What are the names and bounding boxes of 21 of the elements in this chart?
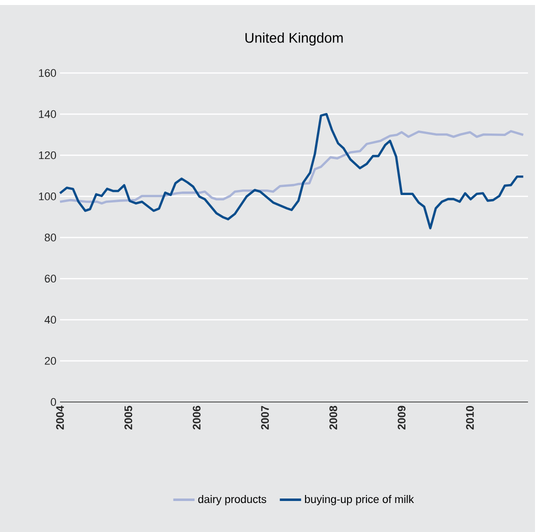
y-tick-label: 60 — [44, 274, 56, 283]
x-tick-label: 2007 — [261, 406, 269, 430]
x-tick-label: 2006 — [192, 406, 201, 430]
y-tick-label: 20 — [44, 357, 56, 365]
line-series — [58, 130, 524, 205]
x-tick-label: 2009 — [398, 406, 406, 430]
legend-label: buying-up price of milk — [305, 495, 414, 506]
x-tick-label: 2010 — [466, 406, 474, 430]
y-tick-label: 40 — [44, 316, 56, 324]
line-series — [58, 112, 524, 230]
y-tick-label: 80 — [44, 234, 56, 242]
legend-label: dairy products — [198, 495, 266, 506]
chart-title: United Kingdom — [245, 32, 343, 46]
y-tick-label: 160 — [39, 69, 56, 77]
y-tick-label: 100 — [39, 192, 56, 200]
x-tick-label: 2008 — [329, 406, 338, 430]
x-tick-label: 2004 — [56, 406, 64, 430]
y-tick-label: 140 — [39, 110, 56, 118]
y-tick-label: 120 — [39, 151, 56, 160]
y-tick-label: 0 — [50, 398, 56, 406]
x-tick-label: 2005 — [124, 406, 132, 430]
